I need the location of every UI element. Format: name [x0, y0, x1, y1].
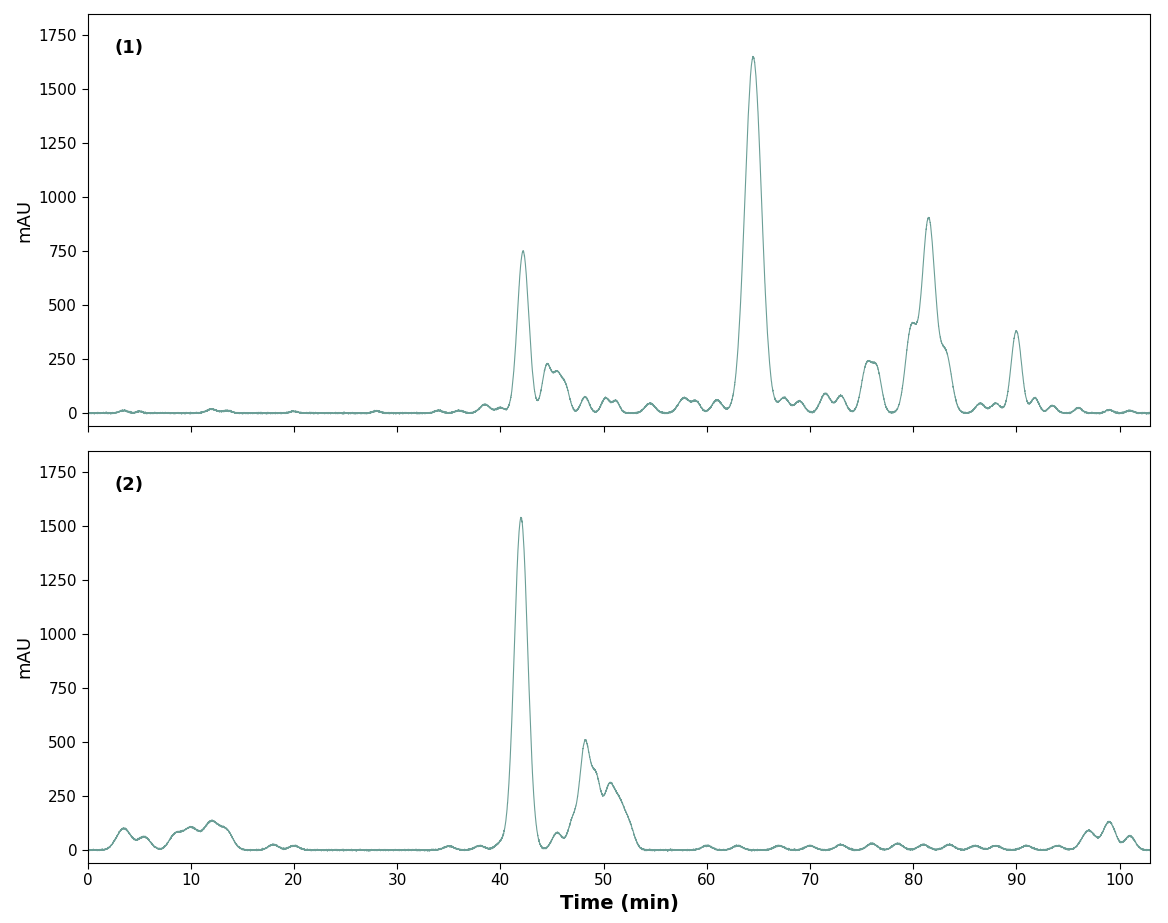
- X-axis label: Time (min): Time (min): [559, 894, 679, 913]
- Text: (1): (1): [114, 39, 144, 56]
- Y-axis label: mAU: mAU: [15, 635, 33, 678]
- Y-axis label: mAU: mAU: [15, 198, 33, 242]
- Text: (2): (2): [114, 475, 144, 494]
